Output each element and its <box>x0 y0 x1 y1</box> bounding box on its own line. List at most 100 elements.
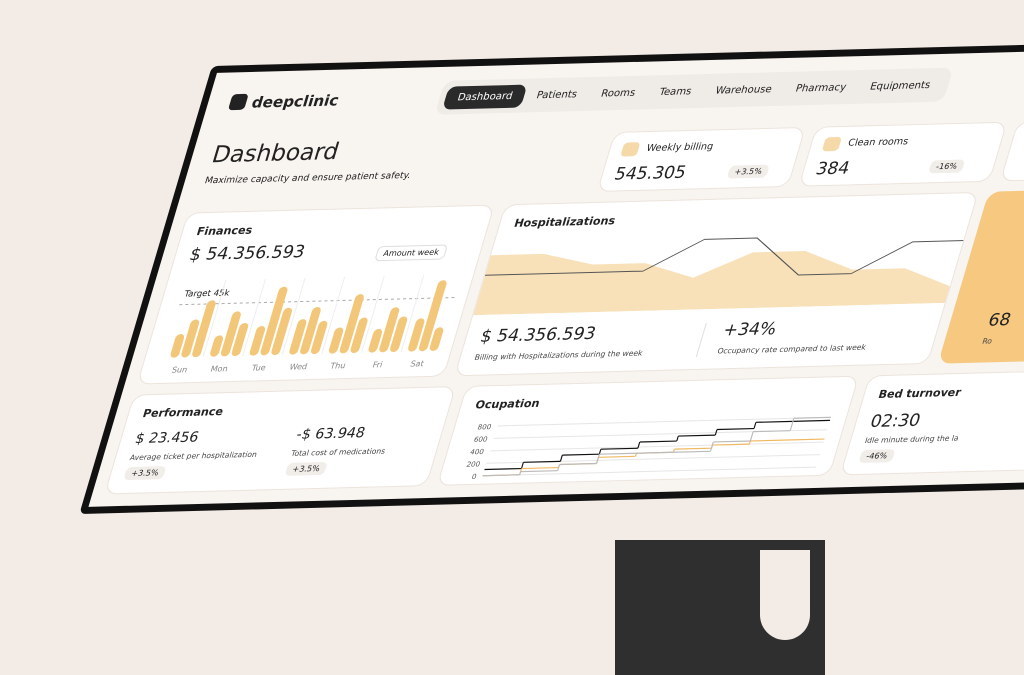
card-title: Finances <box>195 223 255 239</box>
card-title: Hospitalizations <box>512 214 618 230</box>
step-riser <box>557 464 561 471</box>
bar <box>310 320 328 355</box>
y-tick-label: 800 <box>476 422 492 431</box>
step-riser <box>753 422 757 429</box>
y-tick-label: 400 <box>469 447 485 456</box>
perf-change: +3.5% <box>123 466 167 481</box>
nav-item[interactable]: Equipments <box>868 79 932 93</box>
step <box>598 455 636 458</box>
bar <box>210 335 224 357</box>
x-tick-label: Tue <box>250 362 268 372</box>
side-label: Ro <box>981 336 994 346</box>
bar <box>418 280 447 352</box>
y-tick-label: 0 <box>471 472 479 481</box>
step-riser <box>559 455 563 462</box>
step <box>523 460 561 463</box>
kpi-card: Clean rooms 384 -16% <box>798 121 1008 187</box>
stat-label: Occupancy rate compared to last week <box>716 342 868 356</box>
bar <box>289 319 307 355</box>
bar <box>408 318 425 352</box>
step <box>716 427 755 431</box>
page-title: Dashboard <box>208 139 343 169</box>
kpi-change: +3.5% <box>726 164 770 179</box>
step <box>674 447 712 450</box>
step <box>599 452 637 455</box>
y-tick-label: 600 <box>473 435 489 444</box>
bar <box>170 334 185 358</box>
kpi-icon <box>821 136 842 152</box>
nav-item[interactable]: Warehouse <box>714 83 774 97</box>
bar <box>339 294 364 354</box>
step <box>755 420 794 423</box>
value: 02:30 <box>867 410 923 432</box>
step <box>520 470 558 473</box>
step-riser <box>520 462 524 469</box>
step-riser <box>714 429 718 436</box>
step <box>639 440 677 443</box>
x-tick-label: Thu <box>328 360 347 370</box>
step <box>521 466 559 470</box>
stat-value: +34% <box>720 319 780 341</box>
perf-change: +3.5% <box>284 461 328 476</box>
bar <box>429 327 444 352</box>
bar <box>192 300 216 358</box>
bar <box>300 306 321 355</box>
step <box>600 447 639 450</box>
step <box>562 453 600 456</box>
step <box>750 439 788 442</box>
step <box>484 467 522 471</box>
bed-turnover-card: Bed turnover 02:30 Idle minute during th… <box>839 369 1024 476</box>
perf-label: Total cost of medications <box>289 446 387 458</box>
separator <box>360 275 385 353</box>
monitor: deepclinic Dashboard Patients Rooms Teams Wa… <box>79 38 1024 515</box>
step <box>712 443 750 446</box>
step-riser <box>676 436 679 442</box>
x-tick-label: Mon <box>209 363 229 373</box>
target-line <box>179 296 457 306</box>
grid-line <box>497 416 832 427</box>
bar <box>220 311 241 357</box>
stat-value: $ 54.356.593 <box>477 323 599 347</box>
bar <box>379 307 400 353</box>
step-riser <box>519 471 522 475</box>
nav-bar: Dashboard Patients Rooms Teams Warehouse Phar… <box>434 67 954 115</box>
nav-item[interactable]: Rooms <box>599 87 637 100</box>
nav-item[interactable]: Dashboard <box>442 84 528 110</box>
x-tick-label: Wed <box>288 361 308 371</box>
x-tick-label: Sat <box>409 358 426 368</box>
grid-line <box>482 466 817 477</box>
separator <box>400 274 425 352</box>
dashboard: deepclinic Dashboard Patients Rooms Teams Wa… <box>88 45 1024 507</box>
step <box>713 440 751 443</box>
step <box>752 430 791 433</box>
separator <box>321 276 346 354</box>
step-riser <box>749 431 754 442</box>
stat-label: Billing with Hospitalizations during the… <box>473 348 644 362</box>
bar <box>368 328 383 353</box>
perf-value: -$ 63.948 <box>294 425 368 443</box>
step-riser <box>598 449 602 455</box>
performance-card: Performance $ 23.456 Average ticket per h… <box>104 386 457 495</box>
step <box>482 474 520 477</box>
ocupation-card: Ocupation 0 200 400 600 800 <box>436 375 860 486</box>
nav-item[interactable]: Patients <box>535 88 579 101</box>
bar <box>350 317 368 354</box>
y-tick-label: 200 <box>465 460 481 469</box>
nav-item[interactable]: Teams <box>657 85 694 98</box>
x-tick-label: Fri <box>371 359 383 369</box>
bar <box>328 327 344 354</box>
nav-item[interactable]: Pharmacy <box>794 81 848 95</box>
step-riser <box>637 442 641 449</box>
card-title: Bed turnover <box>876 385 963 401</box>
x-tick-label: Sun <box>171 364 189 374</box>
finances-chart: Target 45k Sun Mon Tue Wed Thu Fri Sat <box>170 274 457 375</box>
card-title: Performance <box>141 405 225 421</box>
bar <box>271 307 292 356</box>
brand-name: deepclinic <box>249 91 342 112</box>
total: $ 54.356.593 <box>187 242 308 266</box>
hospitalizations-card: Hospitalizations $ 54.356.593 Billing wi… <box>454 191 979 377</box>
kpi-label: Clean rooms <box>846 136 910 149</box>
step <box>793 416 832 419</box>
line <box>484 237 966 276</box>
